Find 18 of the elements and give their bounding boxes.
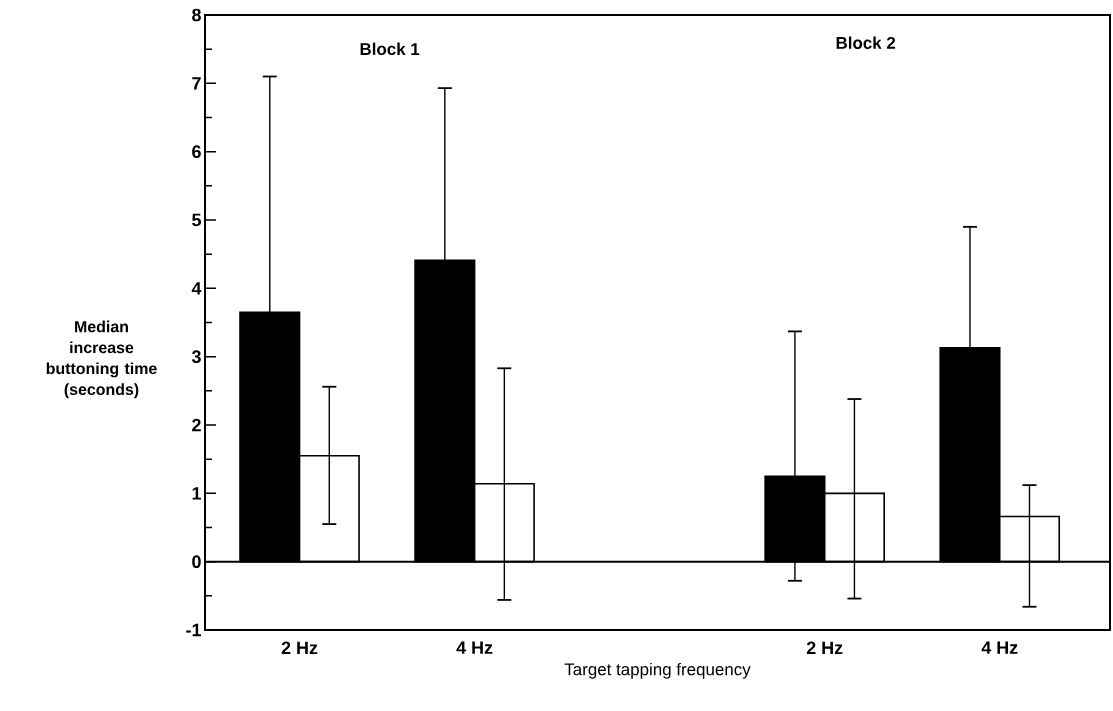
x-tick-label: 2 Hz [281,641,318,655]
y-tick-label: 0 [192,555,201,569]
y-tick-label: 6 [192,145,201,159]
y-tick-label: 5 [192,213,201,227]
y-tick-label: -1 [186,623,201,637]
y-tick-label: 3 [191,350,201,364]
y-tick-label: 1 [192,487,201,500]
x-tick-label: 4 Hz [981,641,1018,654]
y-tick-label: 4 [191,282,202,295]
x-axis-title: Target tapping frequency [564,662,751,679]
annotation: Block 2 [836,36,896,49]
annotation: Block 1 [360,42,420,56]
y-tick-label: 8 [192,8,201,22]
y-tick-label: 2 [192,418,201,432]
y-tick-label: 7 [192,77,201,90]
y-axis-title: Median increase buttoning time (seconds) [46,320,157,399]
x-tick-label: 2 Hz [806,641,843,655]
x-tick-label: 4 Hz [456,641,493,654]
